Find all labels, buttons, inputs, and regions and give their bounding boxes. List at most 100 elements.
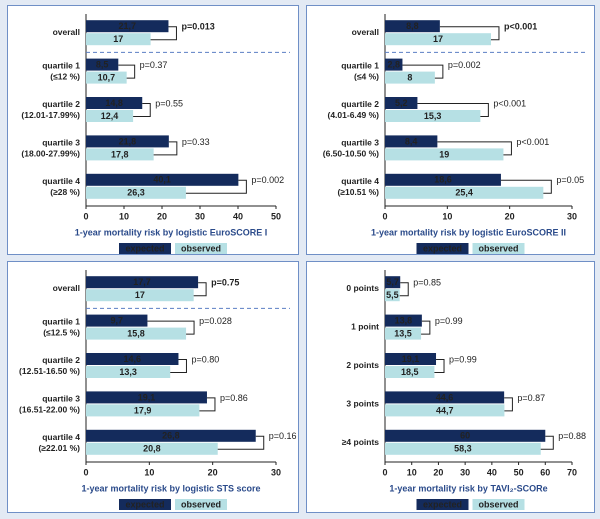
bar	[86, 58, 119, 71]
value-label: 20,8	[143, 444, 161, 454]
value-label: 5,7	[386, 277, 399, 287]
bar	[86, 366, 171, 378]
p-value: p=0.33	[182, 137, 210, 147]
value-label: 25,4	[455, 188, 473, 198]
value-label: 17	[135, 290, 145, 300]
bar	[86, 429, 256, 442]
category-line: 0 points	[346, 283, 379, 293]
legend-label: expected	[125, 243, 164, 253]
bar	[385, 391, 505, 404]
value-label: 5,5	[386, 290, 399, 300]
category-line: quartile 1	[42, 317, 80, 327]
category-label: quartile 2 (12.01-17.99%)	[21, 99, 80, 120]
value-label: 13,3	[119, 367, 137, 377]
chart-panel: 0 10 20 301-year mortality risk by logistic…	[306, 5, 595, 255]
category-line: (≥28 %)	[50, 187, 80, 197]
x-tick-label: 50	[271, 211, 281, 221]
category-label: overall	[53, 283, 80, 293]
legend-label: expected	[125, 499, 164, 509]
value-label: 19,1	[402, 354, 420, 364]
value-label: 14,8	[105, 98, 123, 108]
category-line: (18.00-27.99%)	[21, 149, 80, 159]
category-line: (≤4 %)	[354, 72, 379, 82]
category-line: ≥4 points	[342, 437, 380, 447]
x-tick-label: 20	[157, 211, 167, 221]
category-label: ≥4 points	[342, 437, 380, 447]
bar	[385, 186, 544, 199]
x-tick-label: 20	[505, 211, 515, 221]
category-line: quartile 1	[341, 61, 379, 71]
bar	[86, 391, 207, 404]
category-line: overall	[352, 27, 379, 37]
category-label: quartile 3 (6.50-10.50 %)	[323, 138, 379, 159]
bar	[86, 276, 199, 289]
bar	[385, 33, 491, 46]
category-line: (12.51-16.50 %)	[19, 366, 80, 376]
x-tick-label: 10	[442, 211, 452, 221]
bracket	[437, 141, 512, 156]
bar	[385, 20, 440, 33]
value-label: 18,6	[434, 175, 452, 185]
p-value: p=0.99	[435, 316, 463, 326]
x-tick-label: 30	[195, 211, 205, 221]
bar	[385, 404, 505, 417]
legend-swatch	[175, 499, 227, 510]
legend-label: observed	[478, 243, 518, 253]
category-label: quartile 4 (≥22.01 %)	[38, 432, 80, 453]
bar	[86, 327, 187, 340]
value-label: 26,3	[127, 188, 145, 198]
bracket	[118, 64, 136, 79]
chart-panel: 0 10 20 301-year mortality risk by logistic…	[7, 261, 299, 513]
bracket	[399, 282, 409, 297]
p-value: p=0.86	[220, 393, 248, 403]
p-value: p=0.05	[556, 175, 584, 185]
bar	[86, 186, 186, 199]
value-label: 8,8	[406, 21, 419, 31]
value-label: 13,5	[394, 328, 412, 338]
value-label: 44,7	[436, 405, 454, 415]
chart-panel: 0 10 20 30 40 50 60 70 1-year mortality risk by …	[306, 261, 595, 513]
bar	[86, 110, 134, 122]
value-label: 10,7	[98, 72, 116, 82]
category-label: quartile 1 (≤12 %)	[42, 61, 80, 82]
x-axis-label: 1-year mortality risk by logistic STS sc…	[81, 483, 260, 493]
category-line: 1 point	[351, 322, 379, 332]
value-label: 21,8	[119, 136, 137, 146]
category-label: 2 points	[346, 360, 379, 370]
p-value: p<0.001	[516, 137, 549, 147]
bar	[385, 366, 435, 378]
x-tick-label: 20	[433, 467, 443, 477]
value-label: 19,1	[138, 392, 156, 402]
bracket	[217, 435, 265, 450]
bar	[86, 173, 239, 186]
x-tick-label: 30	[271, 467, 281, 477]
bar	[86, 97, 143, 109]
x-tick-label: 0	[83, 467, 88, 477]
value-label: 21,7	[118, 21, 136, 31]
x-axis-label: 1-year mortality risk by logistic EuroSC…	[75, 227, 268, 237]
category-line: quartile 4	[42, 176, 80, 186]
x-tick-label: 0	[382, 467, 387, 477]
p-value: p=0.55	[155, 98, 183, 108]
legend-label: expected	[423, 243, 462, 253]
category-line: (≤12.5 %)	[43, 328, 80, 338]
category-label: 3 points	[346, 399, 379, 409]
value-label: 19	[439, 149, 449, 159]
category-line: quartile 4	[42, 432, 80, 442]
p-value: p=0.99	[449, 354, 477, 364]
bar	[86, 289, 194, 302]
category-line: (4.01-6.49 %)	[328, 110, 380, 120]
bar	[385, 289, 400, 302]
legend-swatch	[119, 243, 171, 254]
value-label: 17,7	[133, 277, 151, 287]
legend-swatch	[175, 243, 227, 254]
bar	[385, 429, 546, 442]
category-line: 2 points	[346, 360, 379, 370]
category-label: quartile 3 (16.51-22.00 %)	[19, 394, 80, 415]
value-label: 17,9	[134, 405, 152, 415]
bar	[385, 353, 437, 365]
category-line: quartile 3	[42, 394, 80, 404]
bar	[86, 404, 200, 417]
x-tick-label: 70	[567, 467, 577, 477]
category-label: 0 points	[346, 283, 379, 293]
